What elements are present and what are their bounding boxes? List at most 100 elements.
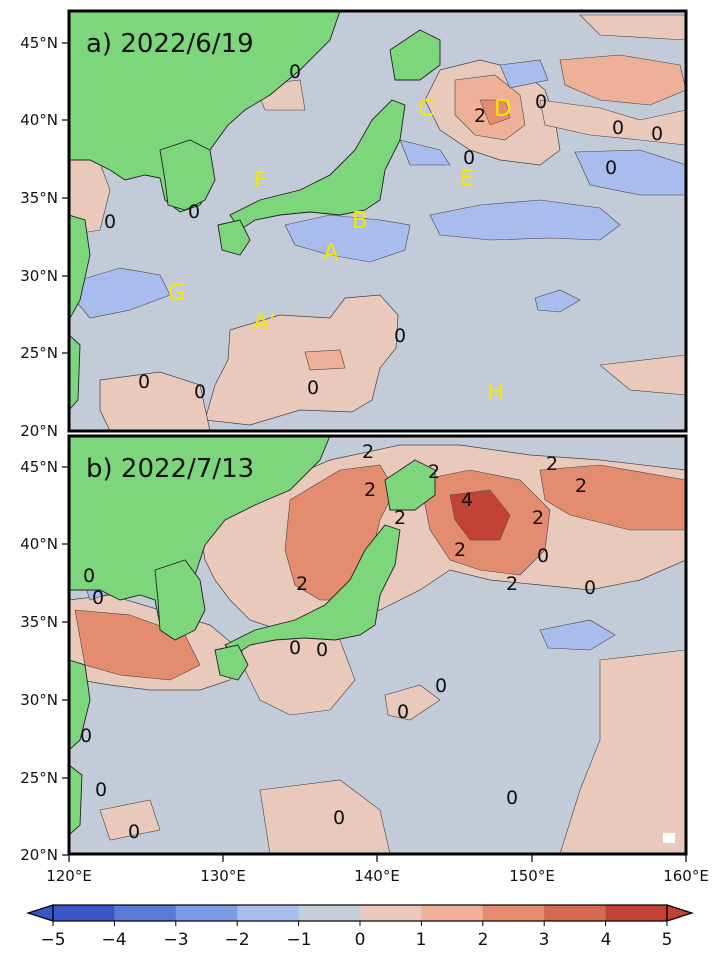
- lat-tick: 30°N: [20, 267, 58, 285]
- contour-label: 2: [506, 573, 518, 595]
- negative-anomaly-area: [499, 59, 549, 89]
- contour-label: 0: [506, 787, 518, 809]
- land-hokkaido: [384, 459, 436, 511]
- contour-label: 0: [584, 577, 596, 599]
- land-honshu: [229, 99, 406, 231]
- panel-b: b) 2022/7/13 2 2 2 2 4 2 2 2 2 2 0 0 2 0…: [67, 434, 688, 856]
- colorbar-tick: −3: [163, 930, 188, 950]
- contour-label: 0: [435, 675, 447, 697]
- land-coast: [69, 659, 91, 751]
- contour-label: 0: [651, 123, 663, 145]
- land-coast: [69, 214, 91, 321]
- lat-tick: 25°N: [20, 769, 58, 787]
- contour-label: 0: [397, 701, 409, 723]
- negative-anomaly-area: [539, 619, 616, 651]
- region-label: G: [168, 280, 186, 306]
- land-kyushu: [217, 219, 251, 256]
- contour-label: 2: [362, 441, 374, 463]
- positive-anomaly-area: [99, 799, 161, 841]
- colorbar-segment: [175, 905, 238, 921]
- negative-anomaly-area: [429, 199, 621, 241]
- colorbar-segment: [544, 905, 607, 921]
- panel-a-frame: [67, 9, 688, 433]
- land-honshu: [224, 524, 401, 656]
- colorbar-tick: 4: [601, 930, 612, 950]
- land-kyushu: [214, 644, 249, 681]
- positive-anomaly-area: [579, 14, 686, 41]
- contour-label: 2: [474, 105, 486, 127]
- panel-b-frame: [67, 434, 688, 856]
- contour-label: 0: [307, 377, 319, 399]
- contour-label: 0: [194, 381, 206, 403]
- region-label: A’: [253, 310, 276, 336]
- land-taiwan: [69, 334, 81, 411]
- contour-label: 0: [289, 637, 301, 659]
- positive-anomaly-area: [539, 464, 686, 531]
- lon-tick: 130°E: [200, 867, 246, 885]
- positive-anomaly-area: [599, 354, 686, 396]
- land-hokkaido: [389, 29, 441, 81]
- lon-tick: 120°E: [46, 867, 92, 885]
- contour-label: 0: [92, 587, 104, 609]
- panel-a-title: a) 2022/6/19: [86, 29, 254, 59]
- contour-label: 2: [454, 539, 466, 561]
- panel-a-region-labels: C D F E B A G A’ H: [168, 96, 512, 406]
- region-label: C: [418, 96, 434, 122]
- contour-label: 2: [364, 479, 376, 501]
- contour-label: 0: [80, 725, 92, 747]
- colorbar-segment: [605, 905, 668, 921]
- panel-b-contour-labels: 2 2 2 2 4 2 2 2 2 2 0 0 2 0 0 0 0 0 0 0 …: [80, 441, 596, 843]
- positive-anomaly-area: [449, 489, 511, 541]
- latitude-ticks-b: 45°N 40°N 35°N 30°N 25°N 20°N: [20, 458, 69, 864]
- positive-anomaly-area: [559, 649, 686, 854]
- contour-label: 2: [532, 507, 544, 529]
- contour-label: 0: [83, 565, 95, 587]
- contour-label: 0: [188, 201, 200, 223]
- positive-anomaly-area: [539, 99, 686, 146]
- land-korea: [159, 139, 216, 211]
- contour-label: 0: [463, 147, 475, 169]
- region-label: B: [352, 208, 368, 234]
- negative-anomaly-area: [399, 139, 451, 166]
- colorbar-segment: [114, 905, 177, 921]
- region-label: H: [487, 380, 504, 406]
- panel-a: a) 2022/6/19 C D F E B A G A’ H 0 2 0 0 …: [67, 9, 688, 433]
- contour-label: 2: [546, 453, 558, 475]
- lon-tick: 140°E: [354, 867, 400, 885]
- lat-tick: 40°N: [20, 535, 58, 553]
- negative-anomaly-area: [534, 289, 581, 313]
- colorbar-tick: 1: [416, 930, 427, 950]
- positive-anomaly-area: [74, 609, 201, 681]
- panel-b-map: [69, 436, 686, 854]
- positive-anomaly-area: [559, 54, 686, 106]
- colorbar-tick: 5: [662, 930, 673, 950]
- longitude-ticks: 120°E 130°E 140°E 150°E 160°E: [46, 855, 709, 885]
- latitude-ticks-a: 45°N 40°N 35°N 30°N 25°N 20°N: [20, 34, 69, 440]
- contour-label: 0: [95, 779, 107, 801]
- colorbar-tick: −2: [224, 930, 249, 950]
- negative-anomaly-area: [574, 149, 686, 196]
- positive-anomaly-area: [479, 99, 511, 126]
- land-korea: [154, 559, 206, 641]
- contour-label: 0: [537, 545, 549, 567]
- colorbar-tick: −1: [286, 930, 311, 950]
- region-label: A: [323, 240, 339, 266]
- colorbar-tick: 3: [539, 930, 550, 950]
- positive-anomaly-area: [99, 371, 211, 431]
- colorbar-segment: [360, 905, 422, 921]
- region-label: E: [460, 166, 475, 192]
- lat-tick: 45°N: [20, 458, 58, 476]
- colorbar-tick: −4: [101, 930, 126, 950]
- land-taiwan: [69, 764, 83, 836]
- panel-a-map: [69, 11, 686, 431]
- lat-tick: 30°N: [20, 691, 58, 709]
- colorbar-segment: [53, 905, 115, 921]
- colorbar-max-extension: [666, 904, 694, 922]
- colorbar-ticks: −5 −4 −3 −2 −1 0 1 2 3 4 5: [40, 930, 672, 950]
- colorbar-segment: [482, 905, 545, 921]
- negative-anomaly-area: [284, 214, 411, 263]
- lat-tick: 20°N: [20, 422, 58, 440]
- contour-label: 0: [104, 211, 116, 233]
- white-marker: [663, 833, 675, 843]
